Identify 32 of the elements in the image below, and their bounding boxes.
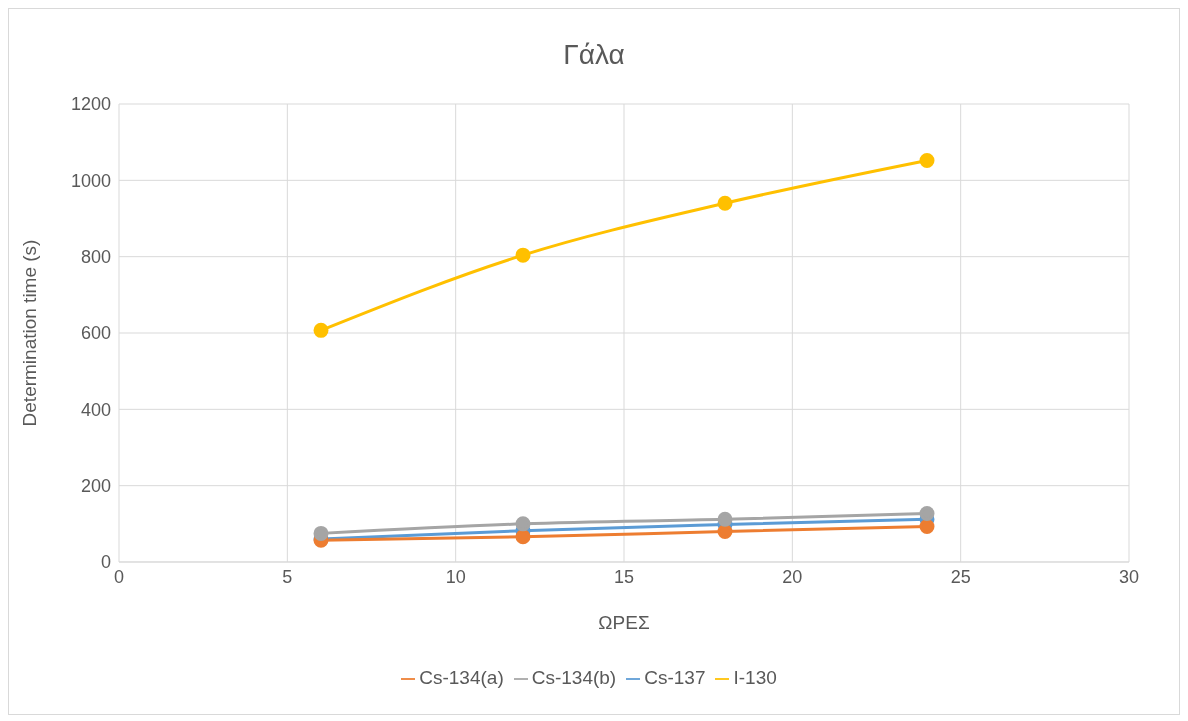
y-tick-label: 800	[80, 247, 111, 268]
x-tick-label: 15	[613, 566, 635, 587]
x-axis-title: ΩΡΕΣ	[598, 612, 650, 633]
x-tick-label: 0	[113, 566, 125, 587]
legend-label: Cs-134(b)	[531, 667, 617, 688]
chart-title: Γάλα	[562, 39, 626, 71]
y-tick-label: 1200	[70, 94, 111, 115]
point	[313, 525, 329, 541]
point	[919, 506, 935, 522]
y-tick-label: 400	[80, 399, 111, 420]
point	[717, 511, 733, 527]
point	[717, 523, 733, 539]
y-axis-title: Determination time (s)	[18, 239, 40, 427]
point	[919, 152, 935, 168]
y-tick-label: 600	[80, 323, 111, 344]
point	[515, 247, 531, 263]
x-tick-label: 30	[1118, 566, 1140, 587]
legend-label: I-130	[733, 667, 777, 688]
x-tick-label: 10	[445, 566, 466, 587]
x-tick-label: 25	[950, 566, 971, 587]
y-tick-label: 0	[100, 552, 111, 573]
point	[919, 519, 935, 535]
x-tick-label: 5	[282, 566, 293, 587]
y-tick-label: 1000	[70, 170, 111, 191]
point	[515, 529, 531, 545]
point	[313, 322, 329, 338]
legend-label: Cs-137	[644, 667, 706, 688]
legend-label: Cs-134(a)	[419, 667, 504, 688]
point	[717, 195, 733, 211]
point	[515, 516, 531, 532]
y-tick-label: 200	[80, 476, 111, 497]
x-tick-label: 20	[782, 566, 803, 587]
